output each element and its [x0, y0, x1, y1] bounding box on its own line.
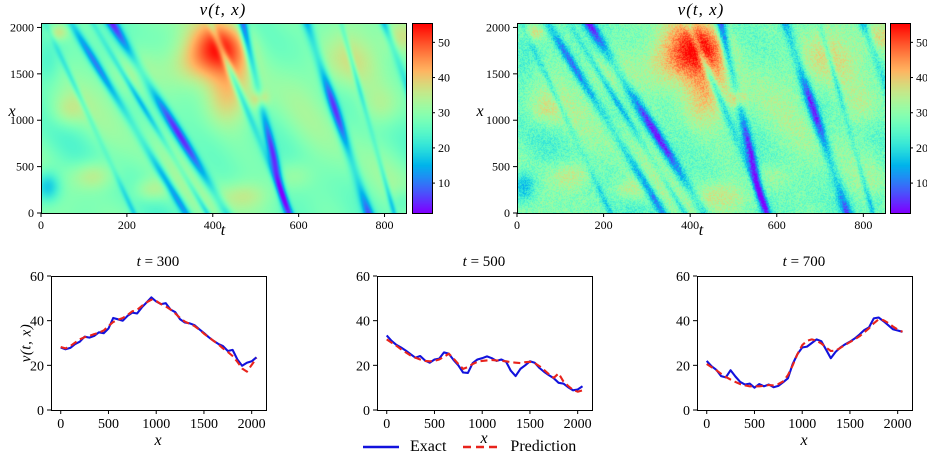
- tick-label: 500: [16, 160, 34, 174]
- tick-label: 1000: [10, 113, 34, 127]
- legend-label-exact: Exact: [410, 438, 447, 455]
- legend: Exact Prediction: [362, 438, 576, 456]
- tick-label: 0: [683, 404, 690, 419]
- tick-label: 0: [363, 404, 370, 419]
- tick-label: 0: [57, 417, 64, 432]
- tick-label: 2000: [884, 417, 912, 432]
- tick-label: 600: [768, 218, 786, 232]
- legend-label-prediction: Prediction: [510, 438, 577, 455]
- tick-label: 40: [30, 315, 44, 330]
- tick-label: 400: [681, 218, 699, 232]
- tick-label: 600: [290, 218, 308, 232]
- legend-item-prediction: Prediction: [462, 438, 576, 456]
- tick-label: 30: [916, 106, 927, 120]
- tick-label: 50: [438, 35, 450, 49]
- slice-t700-prediction-line: [706, 318, 903, 388]
- slice-t500-prediction-line: [386, 338, 583, 393]
- tick-label: 1000: [468, 417, 496, 432]
- tick-label: 0: [514, 218, 520, 232]
- colorbar-prediction-canvas: [890, 23, 910, 213]
- slice-t300-xlabel: x: [154, 432, 162, 449]
- tick-label: 40: [916, 71, 927, 85]
- tick-label: 1000: [142, 417, 170, 432]
- tick-label: 2000: [486, 20, 510, 34]
- tick-label: 1500: [190, 417, 218, 432]
- tick-label: 0: [383, 417, 390, 432]
- tick-label: 500: [492, 160, 510, 174]
- tick-label: 200: [595, 218, 613, 232]
- tick-label: 20: [30, 359, 44, 374]
- tick-label: 0: [28, 206, 34, 220]
- tick-label: 40: [356, 315, 370, 330]
- slice-t300-exact-line: [60, 296, 258, 367]
- slice-t500-xlabel: x: [480, 430, 488, 447]
- slice-t700-xlabel: x: [800, 432, 808, 449]
- slice-t500-exact-line: [385, 334, 584, 392]
- tick-label: 1000: [486, 113, 510, 127]
- prediction-line-swatch: [463, 445, 500, 449]
- tick-label: 10: [916, 176, 927, 190]
- tick-label: 20: [438, 141, 450, 155]
- heatmap-prediction-xlabel: t: [698, 222, 704, 239]
- tick-label: 0: [504, 206, 510, 220]
- tick-label: 60: [356, 270, 370, 285]
- slice-t700-title: t = 700: [782, 254, 826, 270]
- slice-t300-title: t = 300: [136, 254, 180, 270]
- exact-line-swatch: [363, 445, 399, 449]
- tick-label: 50: [916, 35, 927, 49]
- tick-label: 30: [438, 106, 450, 120]
- heatmap-exact-title: v(t, x): [199, 0, 247, 19]
- tick-label: 800: [376, 218, 394, 232]
- tick-label: 20: [676, 359, 690, 374]
- slice-t300-prediction-line: [60, 298, 258, 373]
- heatmap-exact-canvas: [41, 23, 406, 213]
- tick-label: 500: [424, 417, 445, 432]
- tick-label: 1500: [10, 67, 34, 81]
- tick-label: 20: [916, 141, 927, 155]
- tick-label: 60: [30, 270, 44, 285]
- heatmap-prediction-ylabel: x: [476, 103, 484, 120]
- slice-t700-exact-line: [705, 316, 903, 389]
- slice-t500-title: t = 500: [462, 254, 506, 270]
- tick-label: 20: [356, 359, 370, 374]
- heatmap-exact-ylabel: x: [8, 103, 16, 120]
- tick-label: 2000: [10, 20, 34, 34]
- tick-label: 500: [98, 417, 119, 432]
- heatmap-prediction-title: v(t, x): [677, 0, 725, 19]
- tick-label: 500: [744, 417, 765, 432]
- tick-label: 0: [703, 417, 710, 432]
- legend-item-exact: Exact: [362, 438, 446, 456]
- heatmap-prediction-canvas: [517, 23, 885, 213]
- tick-label: 1500: [836, 417, 864, 432]
- tick-label: 10: [438, 176, 450, 190]
- tick-label: 40: [676, 315, 690, 330]
- colorbar-exact-canvas: [412, 23, 432, 213]
- heatmap-exact-xlabel: t: [220, 222, 226, 239]
- tick-label: 400: [204, 218, 222, 232]
- tick-label: 800: [854, 218, 872, 232]
- tick-label: 1500: [486, 67, 510, 81]
- tick-label: 2000: [238, 417, 266, 432]
- tick-label: 40: [438, 71, 450, 85]
- tick-label: 1500: [516, 417, 544, 432]
- tick-label: 1000: [788, 417, 816, 432]
- tick-label: 0: [37, 404, 44, 419]
- tick-label: 200: [118, 218, 136, 232]
- tick-label: 2000: [564, 417, 592, 432]
- tick-label: 60: [676, 270, 690, 285]
- slice-t300-ylabel: v(t, x): [18, 323, 35, 363]
- tick-label: 0: [38, 218, 44, 232]
